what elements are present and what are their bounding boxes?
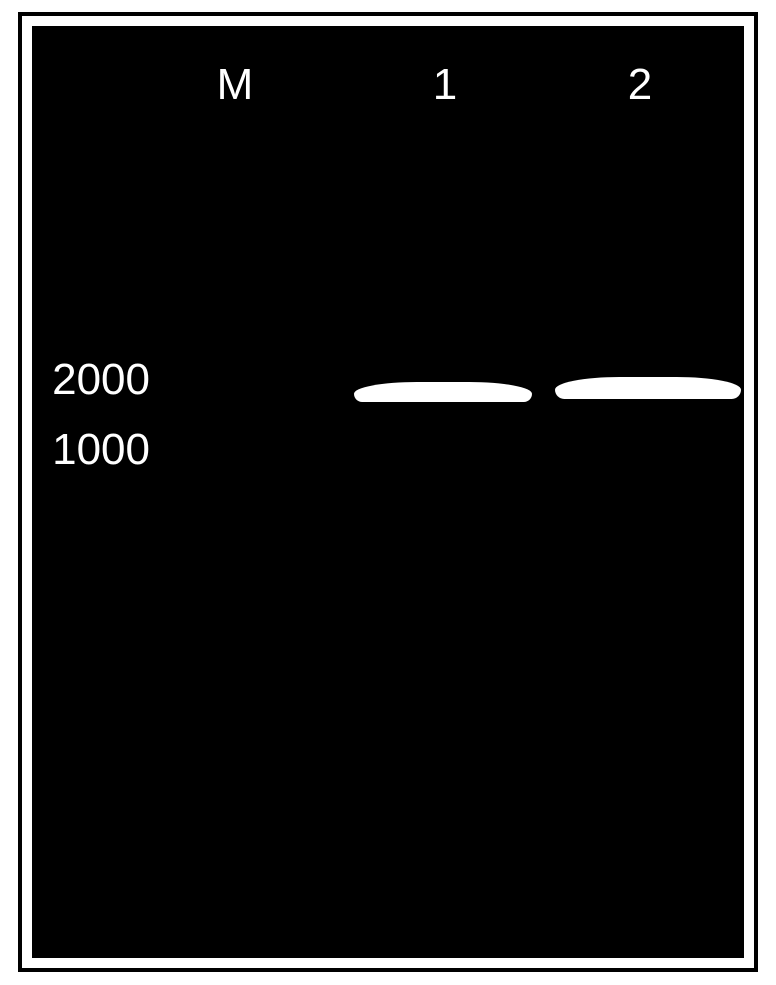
marker-label-2000: 2000 xyxy=(40,355,150,405)
band-lane2 xyxy=(555,377,741,399)
gel-area xyxy=(32,26,744,958)
lane-label-1: 1 xyxy=(433,60,457,110)
marker-label-1000: 1000 xyxy=(40,425,150,475)
lane-label-2: 2 xyxy=(628,60,652,110)
band-lane1 xyxy=(354,382,532,402)
lane-label-marker: M xyxy=(217,60,254,110)
